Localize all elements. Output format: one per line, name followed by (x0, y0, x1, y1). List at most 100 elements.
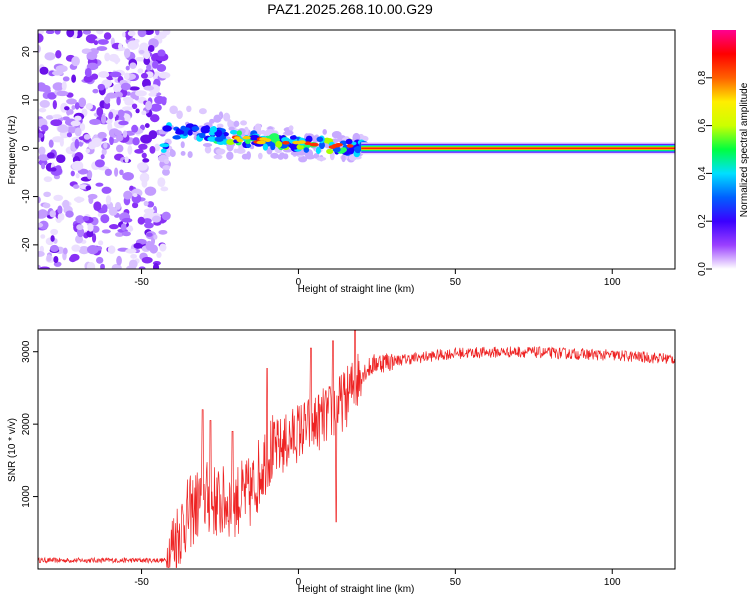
signal-blob (198, 132, 206, 139)
noise-blob (64, 106, 70, 111)
signal-halo (284, 130, 294, 136)
signal-halo (316, 156, 327, 161)
noise-blob (101, 204, 108, 213)
spectrogram-frame (37, 29, 676, 270)
noise-blob (142, 218, 152, 224)
signal-blob (229, 129, 238, 135)
noise-blob (52, 114, 62, 119)
signal-halo (213, 114, 222, 123)
y-tick-label: 1000 (21, 485, 32, 508)
figure-title: PAZ1.2025.268.10.00.G29 (267, 1, 433, 17)
noise-blob (106, 92, 117, 99)
signal-halo (298, 155, 308, 163)
noise-blob (157, 49, 166, 57)
signal-halo (246, 151, 251, 160)
noise-blob (75, 173, 80, 179)
noise-blob (138, 143, 148, 150)
spectrogram-panel: -50 0 50 100 -20 -10 0 10 20 Height of straight… (7, 29, 676, 295)
noise-blob (42, 202, 51, 209)
noise-blob (114, 130, 123, 137)
signal-blob (354, 146, 362, 154)
signal-blob (245, 143, 251, 149)
noise-blob (74, 115, 82, 121)
signal-halo (186, 105, 192, 113)
noise-blob (151, 215, 161, 223)
noise-blob (65, 210, 74, 218)
noise-blob (142, 174, 148, 179)
noise-blob (137, 68, 144, 74)
signal-halo (180, 141, 185, 149)
noise-blob (87, 223, 94, 232)
noise-blob (83, 75, 94, 83)
noise-blob (114, 55, 119, 65)
noise-blob (38, 146, 46, 156)
noise-blob (108, 206, 118, 216)
noise-blob (38, 209, 48, 219)
signal-halo (257, 152, 263, 160)
noise-blob (73, 196, 85, 203)
noise-blob (93, 40, 99, 46)
signal-halo (240, 120, 248, 126)
noise-blob (50, 167, 57, 172)
noise-blob (103, 32, 112, 40)
noise-blob (66, 30, 75, 38)
signal-halo (226, 143, 234, 152)
signal-blob (175, 129, 185, 135)
noise-blob (56, 154, 66, 163)
noise-blob (66, 98, 77, 105)
noise-blob (50, 119, 63, 127)
noise-blob (149, 40, 159, 46)
signal-halo (279, 152, 286, 159)
noise-blob (138, 49, 145, 54)
spectrogram-x-ticks: -50 0 50 100 (134, 269, 621, 288)
noise-blob (74, 102, 80, 110)
signal-halo (270, 152, 279, 159)
noise-blob (128, 259, 138, 269)
noise-blob (157, 177, 166, 187)
noise-blob (50, 228, 59, 236)
noise-blob (158, 229, 168, 235)
noise-blob (46, 254, 52, 262)
snr-background (38, 330, 675, 569)
noise-blob (105, 80, 111, 88)
signal-halo (227, 119, 233, 128)
noise-blob (146, 232, 153, 237)
noise-blob (82, 30, 92, 35)
noise-blob (127, 226, 134, 232)
noise-blob (71, 74, 77, 83)
signal-peak (298, 140, 306, 144)
noise-blob (124, 72, 130, 80)
noise-blob (134, 148, 144, 154)
noise-blob (129, 185, 134, 190)
noise-blob (43, 176, 53, 183)
colorbar-tick-label: 0.8 (697, 70, 708, 84)
noise-blob (39, 66, 49, 75)
noise-blob (97, 83, 105, 91)
signal-halo (265, 129, 275, 134)
signal-blob (187, 129, 193, 136)
x-tick-label: 0 (296, 277, 302, 288)
signal-blob (162, 125, 172, 132)
noise-blob (153, 35, 166, 40)
noise-blob (78, 245, 90, 255)
signal-halo (235, 147, 246, 154)
noise-blob (100, 214, 110, 224)
noise-blob (160, 186, 169, 192)
noise-blob (143, 208, 155, 214)
noise-blob (71, 56, 80, 67)
colorbar-ticks: 0.0 0.2 0.4 0.6 0.8 (697, 70, 712, 276)
noise-blob (156, 251, 162, 258)
noise-blob (100, 263, 105, 269)
signal-peak (309, 142, 319, 147)
signal-halo (213, 154, 223, 160)
noise-blob (105, 195, 112, 205)
noise-blob (72, 184, 80, 189)
signal-halo (204, 145, 212, 154)
spectrogram-marks (38, 30, 675, 269)
noise-blob (121, 231, 131, 237)
signal-blob (209, 126, 218, 133)
noise-blob (127, 40, 139, 50)
noise-blob (161, 211, 171, 221)
x-tick-label: -50 (134, 277, 149, 288)
